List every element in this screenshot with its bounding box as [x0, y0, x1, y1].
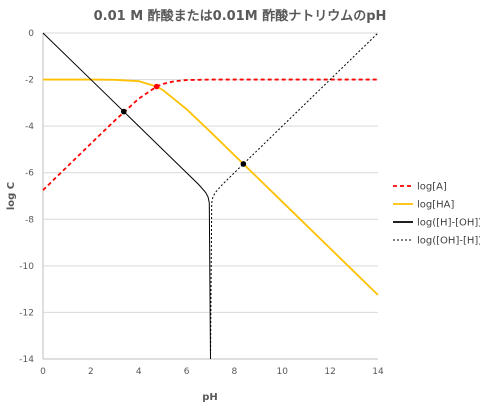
chart-title: 0.01 M 酢酸または0.01M 酢酸ナトリウムのpH	[94, 8, 387, 24]
series-line-1	[43, 78, 379, 296]
y-tick-label: -4	[25, 122, 34, 132]
legend: log[A] log[HA] log([H]-[OH]) log([OH]-[H])	[393, 182, 480, 247]
intersection-markers	[120, 83, 247, 167]
series-line-2	[42, 32, 211, 360]
series-line-0	[42, 78, 378, 191]
legend-label-3: log([OH]-[H])	[417, 236, 480, 247]
y-tick-label: -2	[25, 76, 34, 86]
x-axis-title: pH	[202, 392, 218, 403]
y-tick-label: 0	[28, 29, 34, 39]
y-tick-label: -14	[19, 355, 34, 365]
legend-label-1: log[HA]	[417, 200, 455, 211]
x-tick-label: 14	[372, 367, 384, 377]
marker-point-0	[120, 108, 127, 115]
legend-label-2: log([H]-[OH])	[417, 218, 480, 229]
y-axis-title: log C	[6, 182, 17, 210]
x-tick-label: 12	[324, 367, 335, 377]
series-line-3	[210, 32, 379, 360]
marker-point-1	[153, 83, 160, 90]
x-tick-label: 8	[232, 367, 238, 377]
x-tick-label: 6	[184, 367, 190, 377]
y-tick-label: -12	[19, 308, 34, 318]
series-lines	[42, 32, 379, 360]
y-tick-label: -6	[25, 169, 34, 179]
marker-point-2	[240, 161, 247, 167]
tick-labels: 0 -2 -4 -6 -8 -10 -12 -14 0 2 4 6 8 10 12 14	[19, 29, 384, 377]
x-tick-label: 4	[136, 367, 142, 377]
x-tick-label: 10	[277, 367, 289, 377]
x-tick-label: 0	[40, 367, 46, 377]
y-tick-label: -8	[25, 215, 34, 225]
legend-label-0: log[A]	[417, 182, 447, 193]
y-tick-label: -10	[19, 262, 34, 272]
x-tick-label: 2	[88, 367, 94, 377]
